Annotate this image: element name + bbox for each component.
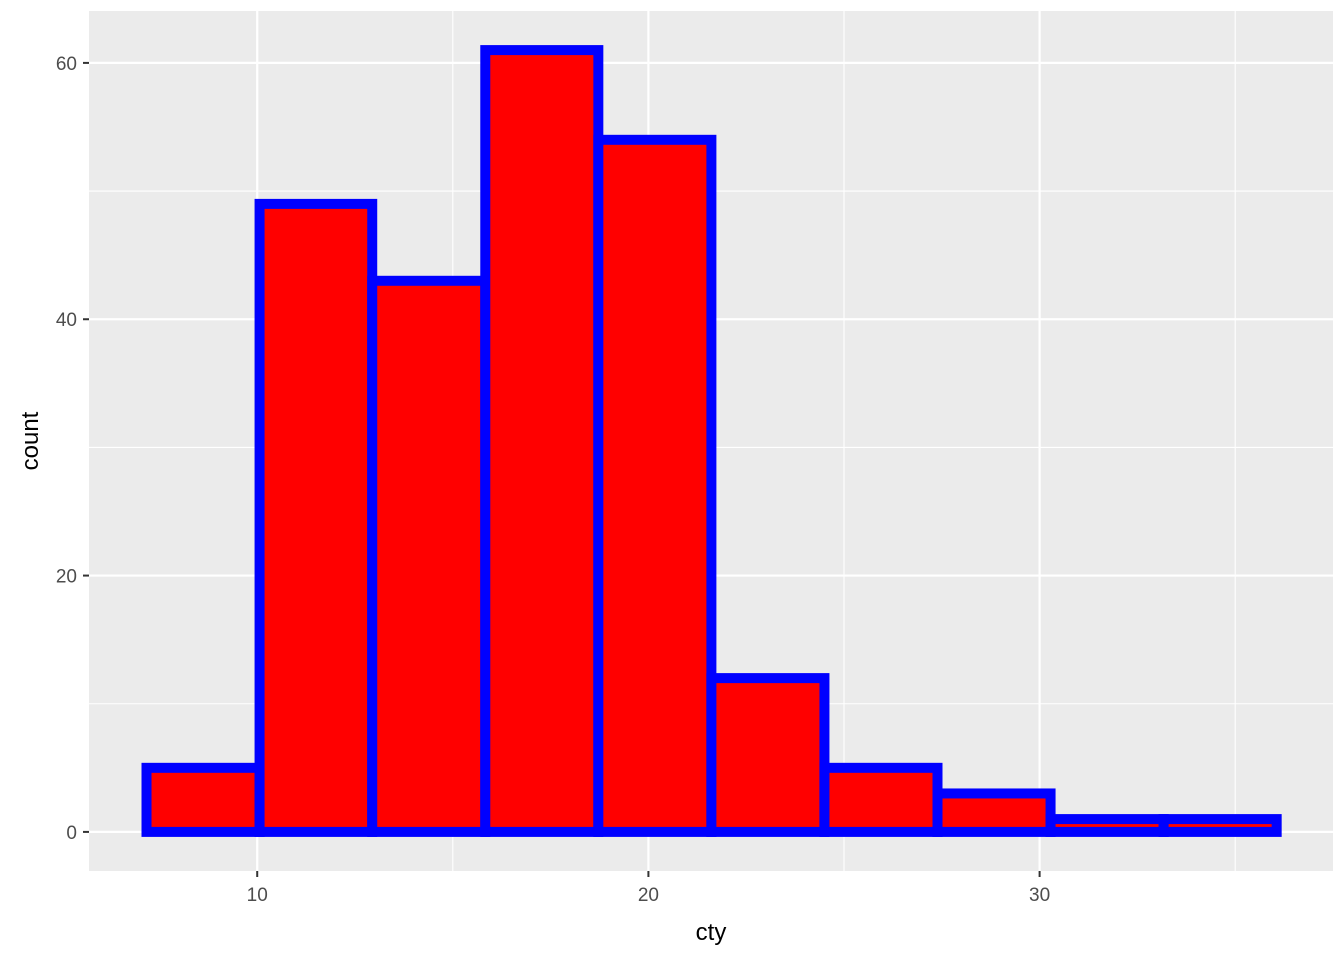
y-tick-label: 20 — [56, 567, 77, 588]
histogram-bar-4 — [480, 45, 604, 837]
histogram-bar-2 — [254, 198, 378, 837]
histogram-bar-9 — [1045, 814, 1169, 837]
histogram-bar-3 — [367, 275, 491, 837]
histogram-bar-10 — [1158, 814, 1282, 837]
histogram-bar-5 — [593, 134, 717, 837]
histogram-bar-7 — [819, 762, 943, 837]
x-tick-label: 10 — [247, 885, 268, 906]
y-axis-title: count — [17, 411, 44, 470]
y-tick-label: 0 — [66, 823, 77, 844]
histogram-bar-6 — [706, 673, 830, 837]
x-tick-label: 20 — [638, 885, 659, 906]
x-tick-label: 30 — [1029, 885, 1050, 906]
histogram-bars — [141, 45, 1282, 837]
histogram-bar-8 — [932, 788, 1056, 837]
x-axis-title: cty — [696, 919, 727, 946]
y-tick-label: 40 — [56, 310, 77, 331]
y-tick-label: 60 — [56, 54, 77, 75]
x-axis-ticks: 10 20 30 — [247, 871, 1050, 906]
histogram-bar-1 — [141, 762, 265, 837]
y-axis-ticks: 0 20 40 60 — [56, 54, 89, 844]
